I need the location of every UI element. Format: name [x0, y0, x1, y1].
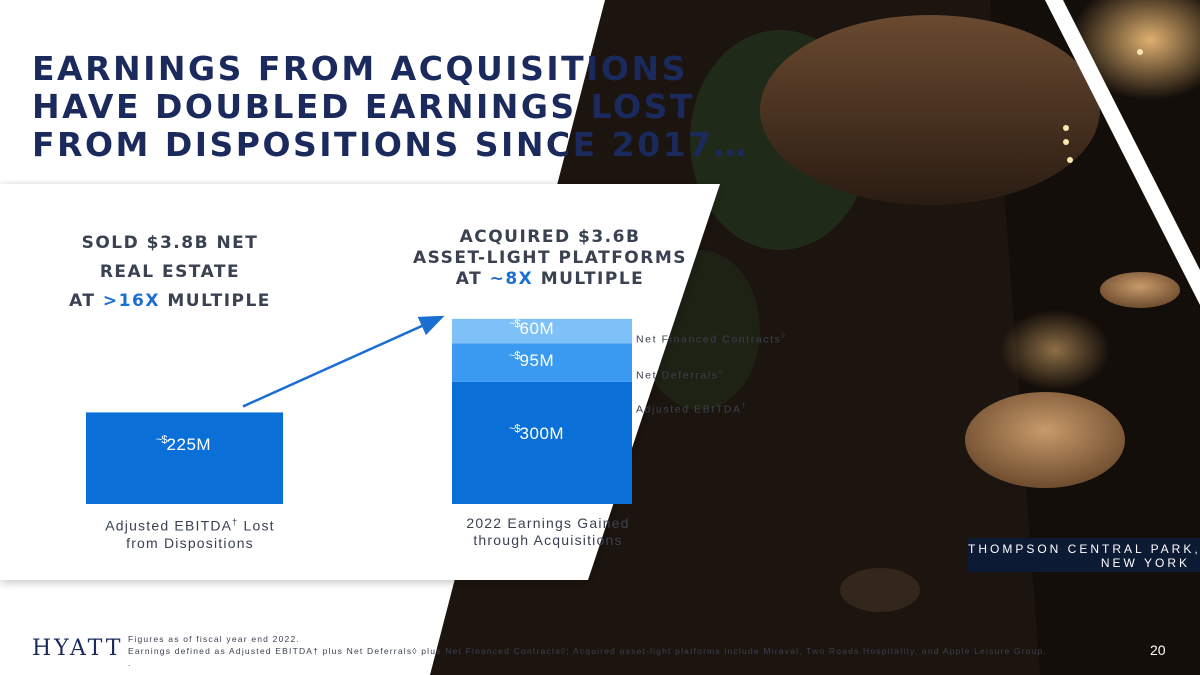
page-title: EARNINGS FROM ACQUISITIONS HAVE DOUBLED … — [32, 49, 750, 164]
string-light — [1063, 139, 1069, 145]
left-multiple: >16X — [102, 291, 160, 311]
location-line: NEW YORK — [1100, 556, 1190, 570]
bar-value-text: 95M — [519, 350, 555, 370]
string-light — [1063, 125, 1069, 131]
right-title-line: ASSET-LIGHT PLATFORMS — [412, 248, 688, 268]
page-number: 20 — [1150, 642, 1166, 658]
diagonal-stripe — [1045, 0, 1200, 305]
approx-dollar-prefix: ~$ — [156, 434, 168, 447]
category-label-line: Adjusted EBITDA† Lost — [80, 514, 300, 535]
bar-value-text: 60M — [519, 319, 555, 339]
string-light — [1067, 157, 1073, 163]
bar-value-label: ~$225M — [156, 434, 211, 455]
bar-segment — [452, 381, 632, 504]
legend-net-deferrals: Net Deferrals◊ — [636, 369, 724, 382]
title-line: HAVE DOUBLED EARNINGS LOST — [32, 87, 695, 126]
left-title-line: SOLD $3.8B NET — [81, 233, 259, 253]
category-label-right: 2022 Earnings Gained through Acquisition… — [438, 515, 658, 549]
table-top — [1100, 272, 1180, 308]
approx-dollar-prefix: ~$ — [509, 318, 521, 331]
legend-label: Net Deferrals — [636, 369, 719, 382]
bar-value-label: ~$300M — [509, 423, 564, 444]
left-title-multiple: MULTIPLE — [159, 291, 271, 311]
dagger-mark: † — [741, 403, 748, 410]
right-column-title: ACQUIRED $3.6B ASSET-LIGHT PLATFORMS AT … — [410, 227, 690, 290]
approx-dollar-prefix: ~$ — [509, 422, 521, 435]
category-label-text: Lost — [238, 517, 275, 534]
bar-value-label: ~$60M — [509, 318, 554, 339]
bar-value-text: 225M — [166, 435, 212, 455]
title-line: EARNINGS FROM ACQUISITIONS — [32, 49, 688, 88]
bar-value-label: ~$95M — [509, 350, 554, 371]
right-title-multiple: MULTIPLE — [533, 269, 645, 289]
light-glow — [1070, 0, 1200, 100]
category-label-text: Adjusted EBITDA — [105, 517, 233, 534]
left-title-line: REAL ESTATE — [99, 262, 241, 282]
diamond-mark: ◊ — [781, 333, 787, 340]
right-title-line: AT ~8X MULTIPLE — [410, 269, 690, 290]
legend-label: Adjusted EBITDA — [636, 403, 742, 416]
footnote-line: Figures as of fiscal year end 2022. — [128, 634, 300, 644]
left-column-title: SOLD $3.8B NET REAL ESTATE AT >16X MULTI… — [40, 229, 300, 316]
table-top — [965, 392, 1125, 488]
bar-group — [86, 318, 632, 504]
bar-value-text: 300M — [519, 423, 565, 443]
approx-dollar-prefix: ~$ — [509, 349, 521, 362]
footnote-line: . — [128, 658, 132, 668]
footnotes: Figures as of fiscal year end 2022. Earn… — [128, 633, 1048, 669]
chair — [840, 568, 920, 612]
string-light — [1137, 49, 1143, 55]
category-label-line: from Dispositions — [126, 534, 254, 551]
right-title-at: AT — [455, 269, 490, 289]
category-label-line: 2022 Earnings Gained — [466, 515, 630, 531]
left-title-at: AT — [69, 291, 103, 311]
legend-label: Net Financed Contracts — [636, 333, 782, 346]
photo-location-caption: THOMPSON CENTRAL PARK, NEW YORK — [968, 538, 1200, 572]
bar-segment — [86, 412, 283, 504]
bar-segment — [452, 318, 632, 344]
legend-net-financed-contracts: Net Financed Contracts◊ — [636, 333, 787, 346]
comparison-arrow — [242, 315, 445, 408]
right-multiple: ~8X — [489, 269, 534, 289]
location-line: THOMPSON CENTRAL PARK, — [968, 542, 1200, 556]
left-title-line: AT >16X MULTIPLE — [40, 287, 300, 316]
hyatt-logo: HYATT — [32, 636, 124, 661]
category-label-line: through Acquisitions — [473, 532, 623, 548]
bar-segment — [452, 343, 632, 382]
umbrella — [760, 15, 1100, 205]
right-title-line: ACQUIRED $3.6B — [459, 227, 641, 247]
legend-adjusted-ebitda: Adjusted EBITDA† — [636, 403, 747, 416]
title-line: FROM DISPOSITIONS SINCE 2017… — [32, 125, 750, 164]
dagger-mark: † — [232, 517, 239, 527]
category-label-left: Adjusted EBITDA† Lost from Dispositions — [80, 514, 300, 552]
diamond-mark: ◊ — [718, 369, 724, 376]
lamp-glow — [1000, 310, 1110, 390]
footnote-line: Earnings defined as Adjusted EBITDA† plu… — [128, 646, 1048, 656]
